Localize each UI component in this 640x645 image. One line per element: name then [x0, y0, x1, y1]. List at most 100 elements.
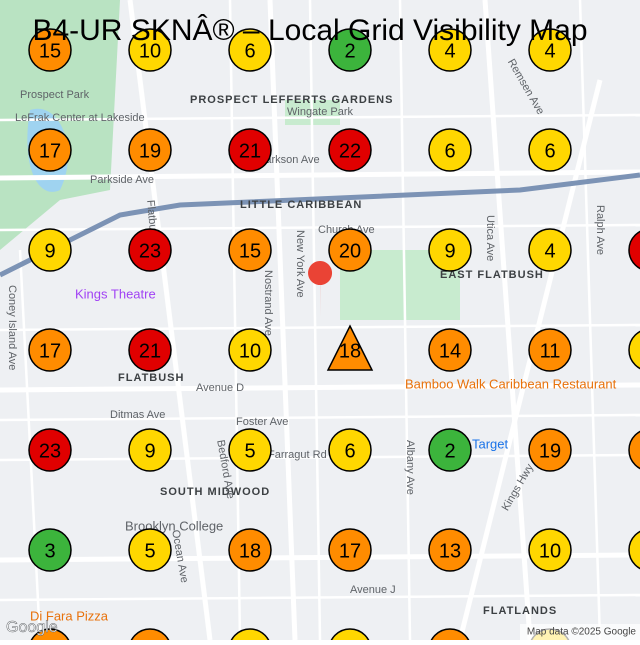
grid-marker [528, 328, 572, 372]
highway [0, 172, 640, 278]
google-logo: Google [6, 619, 58, 636]
street-label: Ralph Ave [594, 205, 606, 255]
grid-marker [228, 28, 272, 72]
grid-value: 15 [239, 240, 261, 262]
street-label: Parkside Ave [90, 174, 154, 186]
grid-value: 10 [539, 540, 561, 562]
street-label: Clarkson Ave [255, 154, 320, 166]
grid-marker [428, 228, 472, 272]
grid-value: 21 [239, 140, 261, 162]
grid-marker [228, 128, 272, 172]
grid-value: 17 [39, 340, 61, 362]
grid-marker [28, 528, 72, 572]
grid-value: 21 [139, 340, 161, 362]
map-label: Wingate Park [287, 106, 354, 118]
street-label: Avenue J [350, 584, 396, 596]
grid-value: 19 [539, 440, 561, 462]
grid-marker [228, 328, 272, 372]
grid-marker [128, 228, 172, 272]
grid-marker [228, 528, 272, 572]
grid-value: 6 [544, 140, 555, 162]
grid-marker [28, 328, 72, 372]
grid-marker [528, 128, 572, 172]
grid-marker [128, 428, 172, 472]
grid-marker [328, 128, 372, 172]
grid-value: 18 [339, 340, 361, 362]
street-label: New York Ave [294, 230, 306, 298]
grid-value: 13 [439, 540, 461, 562]
grid-marker [328, 528, 372, 572]
map-label: Prospect Park [20, 89, 90, 101]
grid-marker [228, 428, 272, 472]
grid-value: 17 [339, 540, 361, 562]
grid-marker [528, 428, 572, 472]
grid-value: 9 [44, 240, 55, 262]
grid-marker [328, 428, 372, 472]
grid-value: 15 [39, 40, 61, 62]
neighborhood-label: EAST FLATBUSH [440, 269, 544, 281]
grid-value: 20 [339, 240, 361, 262]
grid-value: 5 [244, 440, 255, 462]
attribution: Map data ©2025 Google [527, 627, 637, 638]
street-label: Nostrand Ave [262, 270, 274, 336]
grid-marker [128, 328, 172, 372]
grid-marker [28, 28, 72, 72]
grid-value: 6 [444, 140, 455, 162]
grid-marker [428, 428, 472, 472]
street-label: Ditmas Ave [110, 409, 165, 421]
street-label: Farragut Rd [268, 449, 327, 461]
grid-value: 18 [239, 540, 261, 562]
grid-marker [428, 328, 472, 372]
map-title: B4-UR SKNÂ® – Local Grid Visibility Map [32, 14, 587, 47]
grid-marker [228, 228, 272, 272]
grid-value: 10 [139, 40, 161, 62]
street-label: Avenue D [196, 382, 244, 394]
grid-marker [128, 28, 172, 72]
grid-value: 5 [144, 540, 155, 562]
grid-value: 4 [544, 240, 555, 262]
street-label: Albany Ave [404, 440, 416, 495]
grid-value: 9 [144, 440, 155, 462]
grid-value: 23 [139, 240, 161, 262]
map-label: LeFrak Center at Lakeside [15, 112, 145, 124]
grid-value: 22 [339, 140, 361, 162]
grid-value: 9 [444, 240, 455, 262]
poi-label: Bamboo Walk Caribbean Restaurant [405, 376, 617, 391]
grid-marker [528, 228, 572, 272]
grid-marker [28, 228, 72, 272]
grid-value: 2 [444, 440, 455, 462]
grid-marker [428, 528, 472, 572]
poi-label: Target [472, 436, 509, 451]
grid-value: 6 [344, 440, 355, 462]
grid-marker [328, 28, 372, 72]
grid-marker [428, 28, 472, 72]
grid-marker [326, 324, 374, 371]
poi-label: Di Fara Pizza [30, 608, 109, 623]
grid-value: 6 [244, 40, 255, 62]
neighborhood-label: FLATLANDS [483, 605, 557, 617]
map-pin [308, 261, 333, 318]
grid-marker [528, 28, 572, 72]
neighborhood-label: SOUTH MIDWOOD [160, 486, 270, 498]
neighborhood-label: FLATBUSH [118, 372, 184, 384]
grid-value: 4 [544, 40, 555, 62]
street-label: Foster Ave [236, 416, 288, 428]
grid-marker [428, 128, 472, 172]
poi-label: Kings Theatre [75, 286, 156, 301]
grid-value: 19 [139, 140, 161, 162]
grid-value: 10 [239, 340, 261, 362]
street-label: Coney Island Ave [6, 285, 18, 370]
grid-marker [528, 528, 572, 572]
neighborhood-label: PROSPECT LEFFERTS GARDENS [190, 94, 393, 106]
grid-value: 23 [39, 440, 61, 462]
grid-marker [328, 228, 372, 272]
grid-value: 2 [344, 40, 355, 62]
grid-value: 11 [540, 340, 561, 362]
grid-value: 14 [439, 340, 461, 362]
grid-marker [128, 528, 172, 572]
grid-value: 3 [44, 540, 55, 562]
grid-marker [28, 428, 72, 472]
neighborhood-label: LITTLE CARIBBEAN [240, 199, 362, 211]
